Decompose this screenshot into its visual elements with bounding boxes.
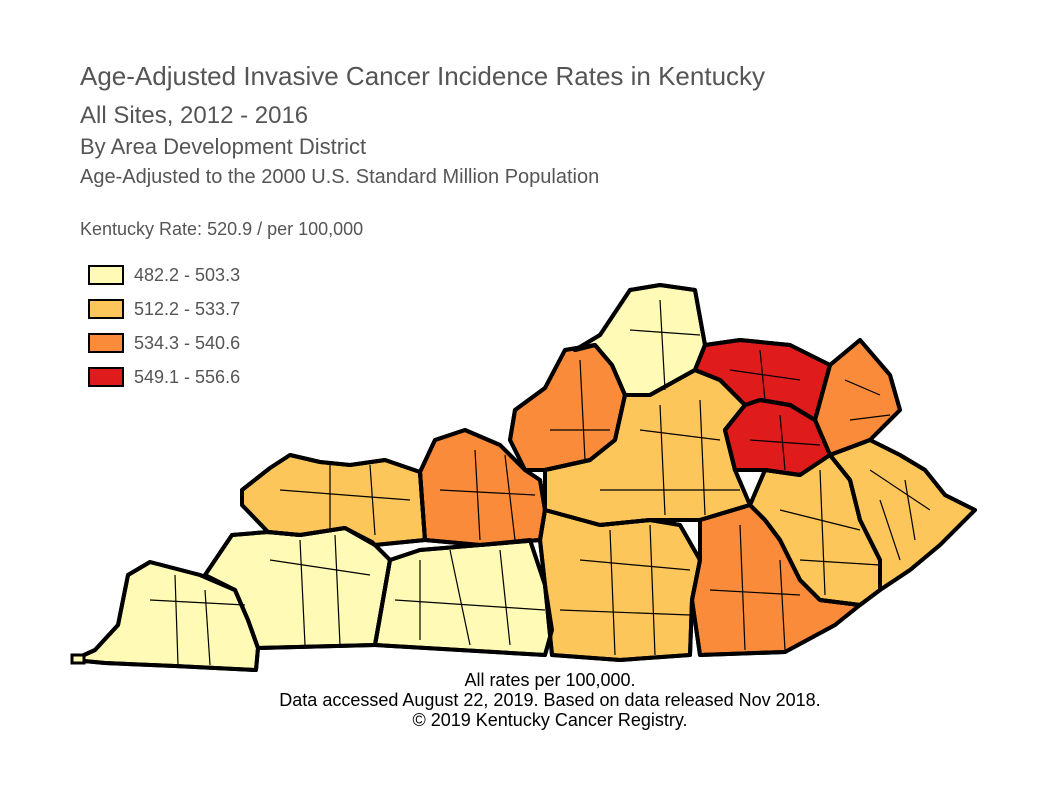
county-boundary <box>559 609 691 616</box>
county-boundary <box>879 499 901 561</box>
county-boundary <box>739 524 746 651</box>
district-border <box>543 368 752 527</box>
map-subtitle-sites: All Sites, 2012 - 2016 <box>80 102 309 129</box>
county-boundary <box>204 589 211 666</box>
county-boundary <box>779 414 786 471</box>
district-exclave <box>70 653 86 665</box>
map-title: Age-Adjusted Invasive Cancer Incidence R… <box>80 61 766 91</box>
title-block: Age-Adjusted Invasive Cancer Incidence R… <box>80 60 765 192</box>
legend: 482.2 - 503.3 512.2 - 533.7 534.3 - 540.… <box>88 258 240 394</box>
map-subtitle-standard: Age-Adjusted to the 2000 U.S. Standard M… <box>80 166 600 188</box>
county-boundary <box>504 454 516 541</box>
county-boundary <box>729 369 801 381</box>
district-border <box>828 438 977 592</box>
county-boundary <box>869 469 931 511</box>
county-boundary <box>579 359 586 461</box>
county-boundary <box>499 549 511 646</box>
county-boundary <box>609 529 616 656</box>
county-lines <box>149 299 931 666</box>
legend-swatch <box>88 265 124 285</box>
county-boundary <box>904 479 916 541</box>
footer-rates-note: All rates per 100,000. <box>464 670 636 690</box>
legend-label: 534.3 - 540.6 <box>134 332 241 353</box>
district-region <box>538 508 702 662</box>
county-boundary <box>394 599 546 611</box>
legend-swatch <box>88 367 124 387</box>
county-boundary <box>849 414 891 421</box>
county-boundary <box>799 559 881 566</box>
footer-access-note: Data accessed August 22, 2019. Based on … <box>279 690 821 710</box>
county-boundary <box>649 524 656 656</box>
county-boundary <box>474 449 481 541</box>
county-boundary <box>629 329 701 336</box>
county-boundary <box>844 379 881 396</box>
district-border <box>203 526 392 650</box>
county-boundary <box>819 469 826 596</box>
county-boundary <box>439 489 536 496</box>
county-boundary <box>639 429 721 441</box>
county-boundary <box>749 439 821 446</box>
county-boundary <box>709 589 801 596</box>
county-boundary <box>299 539 306 646</box>
legend-swatch <box>88 333 124 353</box>
legend-swatch <box>88 299 124 319</box>
county-boundary <box>699 399 706 516</box>
county-boundary <box>334 534 341 646</box>
county-boundary <box>779 559 786 651</box>
county-boundary <box>174 574 179 666</box>
county-boundary <box>579 559 691 571</box>
county-boundary <box>369 464 376 536</box>
legend-label: 482.2 - 503.3 <box>134 264 241 285</box>
county-boundary <box>149 599 246 606</box>
district-border <box>418 428 547 547</box>
legend-label: 512.2 - 533.7 <box>134 298 241 319</box>
county-boundary <box>779 509 861 531</box>
county-boundary <box>659 404 666 516</box>
district-region <box>813 338 902 457</box>
legend-label: 549.1 - 556.6 <box>134 366 241 387</box>
map-subtitle-district: By Area Development District <box>80 134 367 159</box>
legend-item: 512.2 - 533.7 <box>88 292 240 326</box>
footer-notes: All rates per 100,000. Data accessed Aug… <box>160 670 940 730</box>
legend-item: 482.2 - 503.3 <box>88 258 240 292</box>
footer-copyright: © 2019 Kentucky Cancer Registry. <box>412 710 688 730</box>
state-rate: Kentucky Rate: 520.9 / per 100,000 <box>80 219 364 239</box>
county-boundary <box>659 299 666 391</box>
legend-item: 534.3 - 540.6 <box>88 326 240 360</box>
county-boundary <box>279 489 411 501</box>
legend-item: 549.1 - 556.6 <box>88 360 240 394</box>
county-boundary <box>759 349 766 401</box>
county-boundary <box>449 549 471 646</box>
county-boundary <box>269 559 371 576</box>
